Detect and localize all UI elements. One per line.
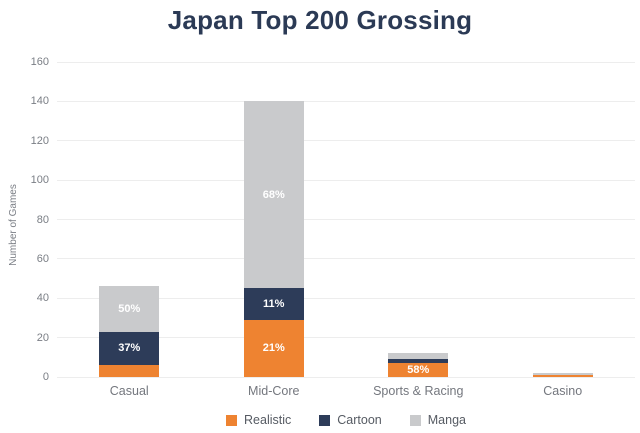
x-axis-labels: Casual Mid-Core Sports & Racing Casino <box>57 384 635 398</box>
bar-slot-casino <box>491 62 636 377</box>
legend: Realistic Cartoon Manga <box>57 411 635 429</box>
bar-slot-casual: 37% 50% <box>57 62 202 377</box>
bar-casual: 37% 50% <box>99 286 160 377</box>
legend-label-realistic: Realistic <box>244 413 292 427</box>
bar-segment-manga-sports-racing <box>388 353 449 360</box>
bar-segment-realistic-sports-racing: 58% <box>388 363 449 377</box>
gridline-100 <box>57 179 635 181</box>
bar-slot-mid-core: 21% 11% 68% <box>202 62 347 377</box>
y-tick-label-140: 140 <box>30 95 49 108</box>
segment-percent-label: 37% <box>118 342 141 355</box>
bars-container: 37% 50% 21% 11% 68% 58% <box>57 62 635 377</box>
legend-item-cartoon: Cartoon <box>319 413 382 427</box>
bar-segment-cartoon-casual: 37% <box>99 331 160 366</box>
bar-segment-cartoon-mid-core: 11% <box>243 288 304 320</box>
segment-percent-label: 11% <box>263 298 285 311</box>
chart-title: Japan Top 200 Grossing <box>167 5 473 35</box>
gridline-40 <box>57 297 635 299</box>
x-label-casual: Casual <box>109 384 149 398</box>
y-tick-label-100: 100 <box>30 174 49 187</box>
segment-percent-label: 68% <box>262 188 285 201</box>
legend-label-cartoon: Cartoon <box>337 413 382 427</box>
bar-segment-realistic-casino <box>532 375 593 377</box>
legend-label-manga: Manga <box>427 413 466 427</box>
gridline-160 <box>57 61 635 63</box>
gridline-80 <box>57 219 635 220</box>
x-label-mid-core: Mid-Core <box>248 384 300 398</box>
y-tick-label-80: 80 <box>36 213 49 226</box>
bar-segment-cartoon-sports-racing <box>388 359 449 364</box>
bar-sports-racing: 58% <box>388 353 449 377</box>
y-tick-label-160: 160 <box>30 56 49 68</box>
bar-segment-realistic-mid-core: 21% <box>243 319 304 377</box>
gridline-60 <box>57 258 635 260</box>
y-tick-label-0: 0 <box>42 371 49 383</box>
y-tick-label-40: 40 <box>36 292 49 305</box>
bar-segment-manga-mid-core: 68% <box>243 101 304 289</box>
gridline-20 <box>57 337 635 339</box>
x-label-sports-racing: Sports & Racing <box>373 384 464 398</box>
legend-swatch-realistic <box>226 414 238 426</box>
plot-area: 0 20 40 60 80 100 120 140 160 37% 50% 21% 11% 68% 58% <box>31 56 635 383</box>
y-tick-label-120: 120 <box>30 134 49 147</box>
bar-casino <box>532 373 593 377</box>
x-label-casino: Casino <box>543 384 583 398</box>
bar-segment-manga-casual: 50% <box>99 286 160 332</box>
segment-percent-label: 50% <box>118 303 141 316</box>
legend-item-manga: Manga <box>409 413 466 427</box>
y-tick-label-60: 60 <box>36 252 49 265</box>
gridline-0 <box>57 376 635 378</box>
segment-percent-label: 21% <box>262 342 285 355</box>
legend-swatch-manga <box>409 414 421 426</box>
y-tick-label-20: 20 <box>36 331 49 344</box>
bar-mid-core: 21% 11% 68% <box>243 101 304 377</box>
bar-slot-sports-racing: 58% <box>346 62 491 377</box>
segment-percent-label: 58% <box>407 364 430 377</box>
gridline-140 <box>57 100 635 102</box>
bar-segment-realistic-casual <box>99 365 160 377</box>
legend-item-realistic: Realistic <box>226 413 291 427</box>
gridline-120 <box>57 140 635 142</box>
bar-segment-manga-casino <box>532 373 593 376</box>
legend-swatch-cartoon <box>319 414 331 426</box>
